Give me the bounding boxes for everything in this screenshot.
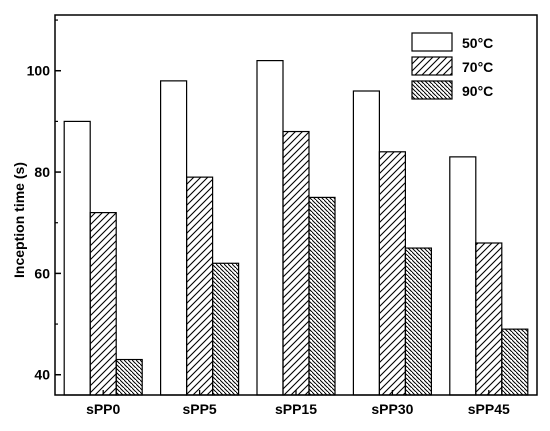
- bar-sPP5-series-2: [212, 262, 240, 396]
- legend-swatch-0: [411, 32, 453, 52]
- bar-sPP0-series-1: [89, 212, 117, 396]
- legend-label-1: 70°C: [462, 59, 493, 75]
- x-category-labels: sPP0 sPP5 sPP15 sPP30 sPP45: [86, 390, 510, 417]
- x-category-label-sPP30: sPP30: [371, 401, 413, 417]
- bar-sPP30-series-1: [378, 151, 406, 396]
- x-category-label-sPP5: sPP5: [182, 401, 216, 417]
- y-tick-label: 40: [34, 367, 50, 383]
- y-ticks: 40 60 80 100: [27, 19, 61, 383]
- bar-sPP15-series-0: [256, 59, 284, 396]
- x-category-label-sPP45: sPP45: [468, 401, 510, 417]
- bar-sPP15-series-1: [282, 130, 310, 396]
- legend-label-0: 50°C: [462, 35, 493, 51]
- y-axis-title: Inception time (s): [11, 162, 27, 278]
- bars-layer: [63, 59, 529, 396]
- legend-swatch-2: [411, 80, 453, 100]
- y-tick-label: 100: [27, 63, 51, 79]
- bar-sPP45-series-2: [501, 328, 529, 396]
- bar-sPP45-series-0: [449, 156, 477, 396]
- bar-sPP45-series-1: [475, 242, 503, 396]
- x-category-label-sPP0: sPP0: [86, 401, 120, 417]
- legend: 50°C 70°C 90°C: [411, 32, 493, 100]
- y-tick-label: 80: [34, 164, 50, 180]
- bar-sPP0-series-2: [115, 358, 143, 396]
- x-category-label-sPP15: sPP15: [275, 401, 317, 417]
- bar-sPP0-series-0: [63, 120, 91, 396]
- legend-swatch-1: [411, 56, 453, 76]
- bar-sPP5-series-0: [160, 80, 188, 396]
- bar-sPP15-series-2: [308, 196, 336, 396]
- y-tick-label: 60: [34, 265, 50, 281]
- bar-sPP30-series-0: [352, 90, 380, 396]
- bar-sPP30-series-2: [404, 247, 432, 396]
- legend-label-2: 90°C: [462, 83, 493, 99]
- bar-sPP5-series-1: [186, 176, 214, 396]
